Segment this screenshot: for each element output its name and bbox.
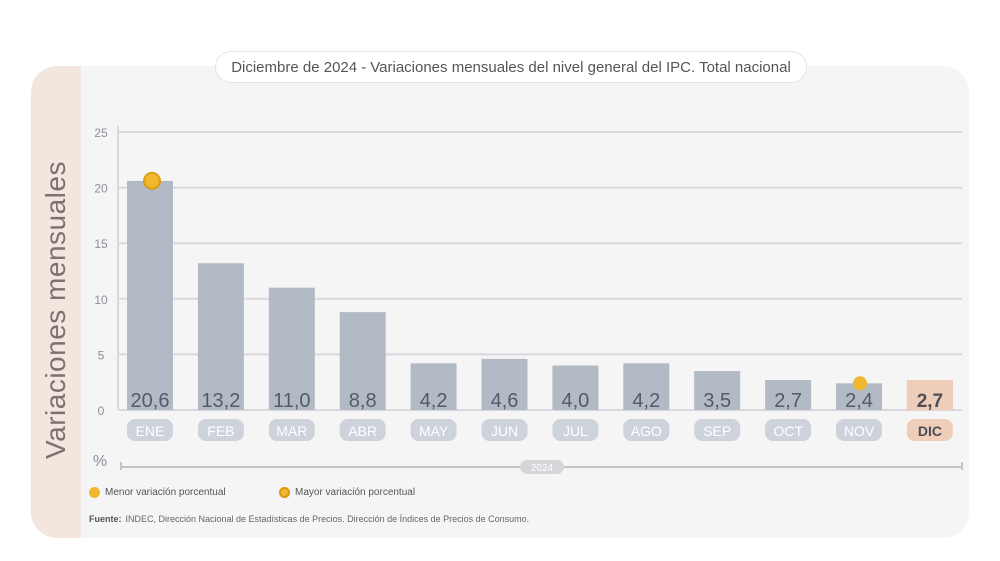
x-tick-label: DIC [918,423,942,439]
y-tick-label: 5 [98,348,105,362]
source-note: Fuente: INDEC, Dirección Nacional de Esta… [89,514,529,524]
bar [268,287,315,410]
x-tick-label: AGO [631,423,662,439]
data-label: 20,6 [131,390,170,412]
x-tick-label: ABR [348,423,377,439]
legend-min-label: Menor variación porcentual [105,487,226,498]
max-marker-icon [279,487,290,498]
x-tick-label: MAY [419,423,449,439]
x-tick-label: NOV [844,423,875,439]
y-tick-label: 10 [94,293,108,307]
bar [694,371,741,410]
bar [623,363,670,410]
legend-max-label: Mayor variación porcentual [295,487,416,498]
x-tick-label: SEP [703,423,731,439]
bar [481,358,528,410]
x-tick-label: ENE [136,423,165,439]
chart-title-main: Variaciones mensuales del nivel general … [370,58,791,76]
x-tick-pill [410,419,457,441]
data-label: 4,2 [632,390,660,412]
legend-min: Menor variación porcentual [89,487,226,498]
x-tick-label: JUL [563,423,588,439]
year-label: 2024 [531,463,554,474]
y-tick-label: 25 [94,126,108,140]
y-tick-label: 0 [98,404,105,418]
bar-highlight-box [906,380,953,410]
data-label: 2,4 [845,390,873,412]
source-label: Fuente: [89,514,122,524]
data-label: 4,6 [491,390,519,412]
y-tick-label: 20 [94,182,108,196]
x-tick-pill [836,419,882,441]
y-axis-band [31,66,81,538]
x-tick-label: MAR [276,423,307,439]
min-marker-icon [89,487,100,498]
data-label: 4,2 [420,390,448,412]
bar [552,365,599,410]
data-label: 3,5 [703,390,731,412]
source-text: INDEC, Dirección Nacional de Estadística… [125,514,530,524]
x-tick-label: JUN [491,423,518,439]
bar [765,379,812,410]
x-tick-pill [339,419,386,441]
data-label: 2,7 [774,390,802,412]
data-label: 11,0 [273,390,310,412]
unit-label: % [93,453,107,470]
x-tick-pill [127,419,173,441]
x-tick-pill [623,419,670,441]
x-tick-pill [268,419,315,441]
max-marker [143,171,161,190]
x-tick-pill [765,419,812,441]
chart-card [31,66,969,538]
x-tick-pill [197,419,244,441]
year-pill [520,460,564,474]
bar [127,180,173,410]
data-label: 8,8 [349,390,377,412]
x-tick-label: OCT [773,423,803,439]
bar [410,363,457,410]
bar [339,312,386,410]
legend-max: Mayor variación porcentual [279,487,415,498]
x-tick-pill [552,419,599,441]
chart-title: Diciembre de 2024 - Variaciones mensuale… [216,52,806,82]
data-label: 4,0 [561,390,589,412]
bar [197,263,244,410]
x-tick-pill [481,419,528,441]
x-tick-pill [694,419,741,441]
data-label: 13,2 [201,390,240,412]
y-tick-label: 15 [94,237,108,251]
min-marker [853,376,867,391]
data-label: 2,7 [917,391,943,412]
x-tick-pill [906,419,953,441]
x-tick-label: FEB [207,423,234,439]
chart-title-prefix: Diciembre de 2024 - [231,58,367,76]
